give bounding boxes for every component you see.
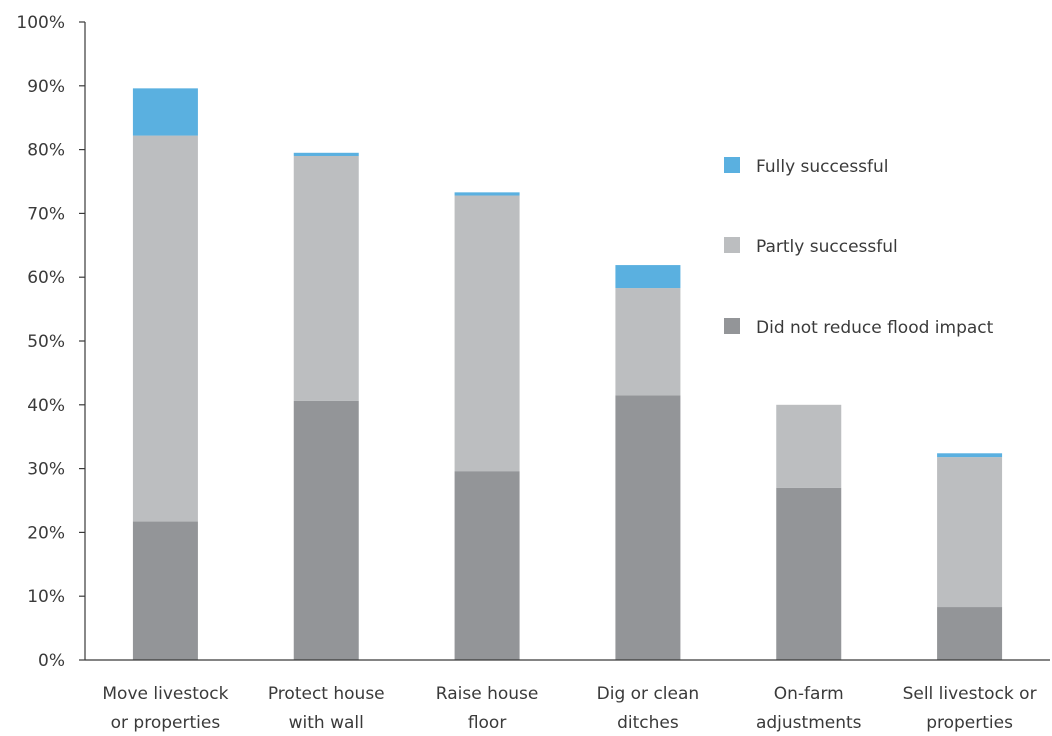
- bar-segment-partly: [615, 288, 681, 396]
- bar-segment-not-reduced: [454, 471, 520, 660]
- y-tick-label: 30%: [27, 460, 65, 480]
- y-tick-label: 100%: [16, 13, 65, 33]
- y-tick-label: 50%: [27, 332, 65, 352]
- legend-label: Did not reduce flood impact: [756, 318, 994, 338]
- x-category-label: On-farm: [774, 684, 844, 704]
- bar-segment-not-reduced: [937, 607, 1003, 660]
- y-tick-label: 60%: [27, 268, 65, 288]
- bar-segment-not-reduced: [293, 400, 359, 660]
- legend-label: Fully successful: [756, 157, 889, 177]
- x-category-label: floor: [468, 713, 507, 733]
- bar-segment-fully: [132, 88, 198, 136]
- x-axis: Move livestock or properties Protect house…: [85, 659, 1050, 733]
- y-tick-label: 70%: [27, 204, 65, 224]
- x-category-label: Move livestock: [102, 684, 228, 704]
- bar-segment-partly: [293, 155, 359, 401]
- x-category-label: properties: [926, 713, 1013, 733]
- legend-swatch: [724, 237, 740, 253]
- legend-swatch: [724, 318, 740, 334]
- x-category-label: Dig or clean: [597, 684, 700, 704]
- y-tick-label: 40%: [27, 396, 65, 416]
- bar-segment-fully: [293, 152, 359, 156]
- bar-segment-partly: [454, 195, 520, 472]
- bars: [132, 88, 1003, 660]
- bar-segment-partly: [132, 135, 198, 522]
- x-category-label: Protect house: [268, 684, 385, 704]
- y-tick-label: 20%: [27, 523, 65, 543]
- x-category-label: or properties: [111, 713, 221, 733]
- bar-segment-not-reduced: [776, 487, 842, 660]
- y-axis: 0% 10% 20% 30% 40% 50% 60% 70% 80% 90% 100%: [16, 13, 86, 671]
- x-category-label: adjustments: [756, 713, 862, 733]
- bar-segment-not-reduced: [615, 395, 681, 660]
- bar-segment-partly: [776, 404, 842, 488]
- bar-segment-not-reduced: [132, 521, 198, 660]
- y-tick-label: 80%: [27, 141, 65, 161]
- legend-label: Partly successful: [756, 237, 898, 257]
- y-tick-label: 0%: [38, 651, 65, 671]
- y-tick-label: 10%: [27, 587, 65, 607]
- bar-segment-fully: [454, 192, 520, 196]
- y-tick-label: 90%: [27, 77, 65, 97]
- x-category-label: with wall: [289, 713, 364, 733]
- x-category-label: ditches: [617, 713, 679, 733]
- x-category-label: Sell livestock or: [903, 684, 1037, 704]
- x-category-label: Raise house: [436, 684, 539, 704]
- legend: Fully successful Partly successful Did not…: [724, 157, 994, 338]
- legend-swatch: [724, 157, 740, 173]
- bar-segment-partly: [937, 457, 1003, 608]
- bar-segment-fully: [937, 453, 1003, 458]
- bar-segment-fully: [615, 265, 681, 289]
